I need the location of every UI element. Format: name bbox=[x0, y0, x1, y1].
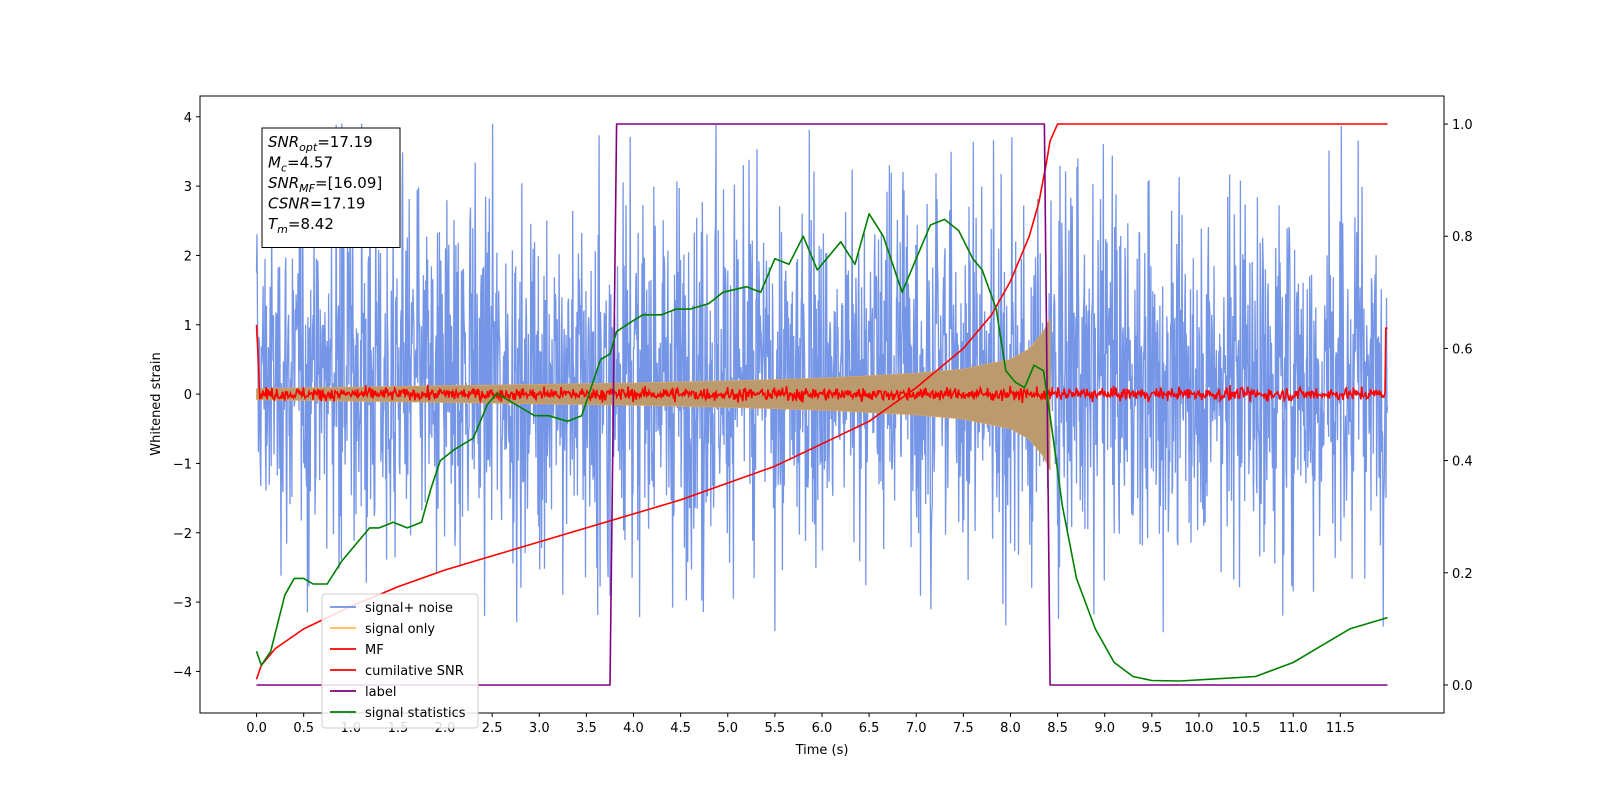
legend-entry: MF bbox=[365, 643, 384, 658]
y-tick-label: 0 bbox=[184, 388, 192, 403]
x-tick-label: 4.5 bbox=[670, 721, 691, 736]
x-tick-label: 6.5 bbox=[859, 721, 880, 736]
legend-entry: signal only bbox=[365, 622, 435, 637]
x-tick-label: 2.5 bbox=[482, 721, 503, 736]
y-tick-label: −2 bbox=[173, 527, 192, 542]
x-tick-label: 3.5 bbox=[576, 721, 597, 736]
annotation-frame bbox=[261, 127, 401, 248]
y-tick-label: 2 bbox=[184, 249, 192, 264]
legend-entry: label bbox=[365, 685, 396, 700]
x-tick-label: 11.0 bbox=[1279, 721, 1308, 736]
annotation-line: SNRopt=17.19 bbox=[268, 133, 373, 154]
legend-entry: signal statistics bbox=[365, 706, 466, 721]
x-tick-label: 9.5 bbox=[1142, 721, 1163, 736]
y2-tick-label: 1.0 bbox=[1452, 118, 1473, 133]
legend-frame bbox=[321, 593, 479, 729]
x-tick-label: 3.0 bbox=[529, 721, 550, 736]
legend: signal+ noise signal only MF cumilative SNR… bbox=[321, 593, 479, 729]
x-tick-label: 6.0 bbox=[812, 721, 833, 736]
x-tick-label: 10.5 bbox=[1232, 721, 1261, 736]
x-tick-label: 8.0 bbox=[1000, 721, 1021, 736]
y2-tick-label: 0.8 bbox=[1452, 230, 1473, 245]
x-tick-label: 11.5 bbox=[1326, 721, 1355, 736]
annotation-line: Tm=8.42 bbox=[268, 215, 334, 236]
series-signal-statistics bbox=[255, 213, 1388, 682]
y-tick-label: −4 bbox=[173, 665, 192, 680]
x-axis-label: Time (s) bbox=[795, 743, 849, 758]
x-tick-label: 8.5 bbox=[1047, 721, 1068, 736]
y-tick-label: 1 bbox=[184, 319, 192, 334]
annotation-line: SNRMF=[16.09] bbox=[268, 174, 382, 195]
y-tick-label: 4 bbox=[184, 111, 192, 126]
y-axis-label: Whitened strain bbox=[149, 352, 164, 455]
series-signal-noise bbox=[255, 123, 1389, 633]
series-mf bbox=[255, 324, 1388, 404]
x-tick-label: 0.5 bbox=[293, 721, 314, 736]
y2-tick-label: 0.4 bbox=[1452, 455, 1473, 470]
y-tick-label: 3 bbox=[184, 180, 192, 195]
annotation-line: Mc=4.57 bbox=[268, 154, 333, 175]
annotation-line: CSNR=17.19 bbox=[268, 195, 365, 213]
y2-tick-label: 0.2 bbox=[1452, 567, 1473, 582]
x-tick-label: 4.0 bbox=[623, 721, 644, 736]
x-tick-label: 7.5 bbox=[953, 721, 974, 736]
series-label bbox=[256, 123, 1388, 686]
legend-entry: cumilative SNR bbox=[365, 664, 464, 679]
y2-tick-label: 0.6 bbox=[1452, 342, 1473, 357]
x-tick-label: 10.0 bbox=[1184, 721, 1213, 736]
y2-tick-label: 0.0 bbox=[1452, 679, 1473, 694]
x-tick-label: 0.0 bbox=[246, 721, 267, 736]
y-tick-label: −1 bbox=[173, 457, 192, 472]
x-tick-label: 5.0 bbox=[717, 721, 738, 736]
legend-entry: signal+ noise bbox=[365, 601, 453, 616]
x-tick-label: 9.0 bbox=[1094, 721, 1115, 736]
y-tick-label: −3 bbox=[173, 596, 192, 611]
x-tick-label: 5.5 bbox=[765, 721, 786, 736]
annotation-box: SNRopt=17.19Mc=4.57SNRMF=[16.09]CSNR=17.… bbox=[261, 127, 401, 248]
x-tick-label: 7.0 bbox=[906, 721, 927, 736]
